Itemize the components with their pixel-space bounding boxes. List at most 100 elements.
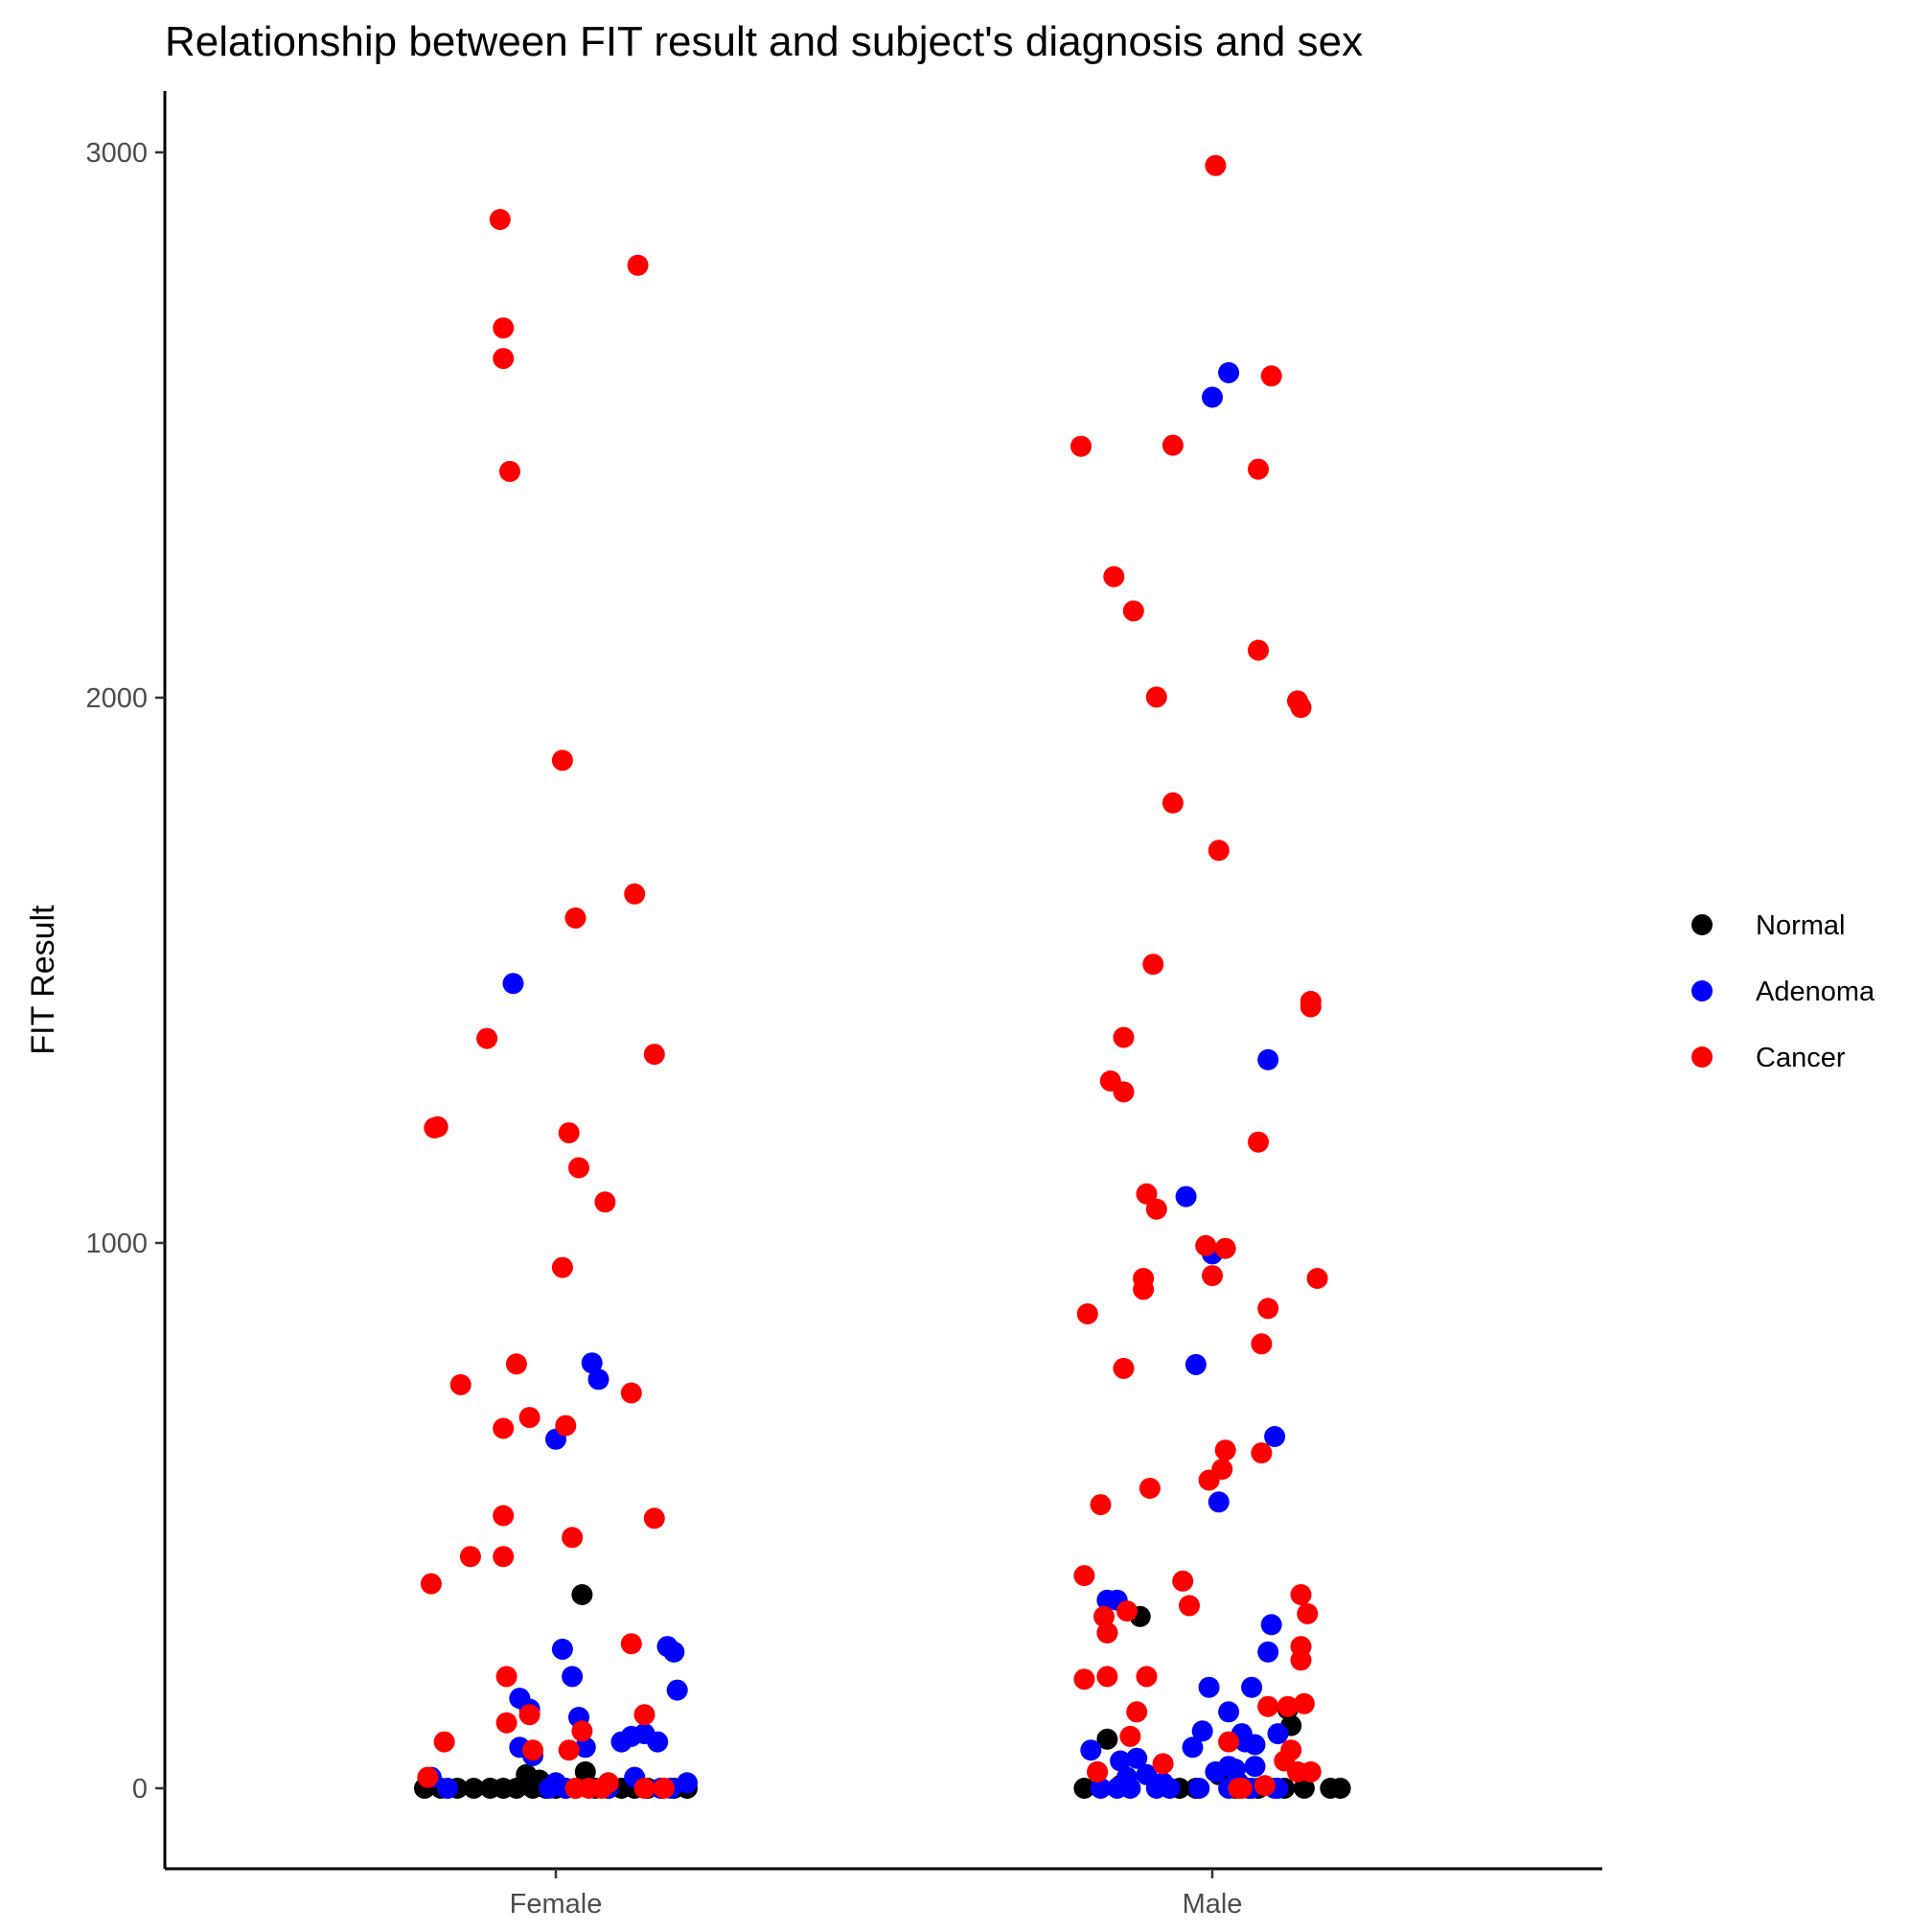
point-cancer-27 bbox=[562, 1527, 584, 1549]
point-adenoma-16 bbox=[587, 1368, 610, 1391]
point-adenoma-70 bbox=[1264, 1426, 1286, 1447]
points-layer bbox=[414, 154, 1351, 1799]
point-cancer-86 bbox=[1248, 1131, 1269, 1153]
point-cancer-79 bbox=[1208, 840, 1230, 862]
point-cancer-82 bbox=[1214, 1439, 1236, 1461]
point-adenoma-22 bbox=[647, 1731, 669, 1753]
point-cancer-94 bbox=[1260, 365, 1282, 387]
point-cancer-50 bbox=[1093, 1605, 1115, 1627]
point-cancer-16 bbox=[499, 460, 520, 482]
point-adenoma-65 bbox=[1244, 1756, 1266, 1778]
point-cancer-71 bbox=[1162, 792, 1184, 814]
point-cancer-20 bbox=[522, 1739, 543, 1761]
y-tick-label-1000: 1000 bbox=[85, 1229, 148, 1259]
point-adenoma-27 bbox=[666, 1679, 688, 1701]
point-cancer-5 bbox=[449, 1373, 472, 1395]
point-cancer-13 bbox=[493, 1417, 515, 1439]
point-adenoma-52 bbox=[1208, 1491, 1230, 1513]
point-cancer-30 bbox=[571, 1720, 593, 1742]
point-adenoma-35 bbox=[1110, 1750, 1132, 1772]
y-tick-label-0: 0 bbox=[132, 1774, 148, 1805]
point-normal-14 bbox=[571, 1584, 593, 1605]
point-adenoma-45 bbox=[1184, 1353, 1207, 1375]
point-cancer-59 bbox=[1119, 1725, 1141, 1747]
point-adenoma-68 bbox=[1260, 1614, 1282, 1636]
point-cancer-85 bbox=[1230, 1778, 1253, 1799]
point-cancer-105 bbox=[1297, 1602, 1319, 1624]
point-adenoma-15 bbox=[581, 1352, 603, 1374]
point-cancer-34 bbox=[591, 1778, 612, 1799]
point-cancer-63 bbox=[1133, 1278, 1155, 1300]
point-cancer-52 bbox=[1096, 1666, 1118, 1688]
point-cancer-74 bbox=[1179, 1595, 1200, 1617]
point-cancer-29 bbox=[568, 1157, 589, 1179]
x-tick-label-female: Female bbox=[510, 1889, 603, 1920]
point-cancer-56 bbox=[1113, 1081, 1135, 1103]
point-cancer-107 bbox=[1300, 996, 1322, 1018]
point-adenoma-46 bbox=[1188, 1778, 1210, 1799]
point-cancer-96 bbox=[1276, 1695, 1299, 1717]
point-cancer-103 bbox=[1290, 1584, 1312, 1605]
point-cancer-67 bbox=[1142, 954, 1164, 976]
point-cancer-0 bbox=[417, 1766, 439, 1788]
point-cancer-48 bbox=[1087, 1760, 1109, 1782]
point-adenoma-49 bbox=[1202, 386, 1223, 408]
point-normal-15 bbox=[574, 1760, 596, 1782]
point-adenoma-12 bbox=[562, 1666, 584, 1688]
point-cancer-68 bbox=[1145, 686, 1167, 708]
legend-key-cancer bbox=[1691, 1046, 1713, 1068]
point-normal-24 bbox=[1073, 1778, 1095, 1799]
point-cancer-70 bbox=[1152, 1753, 1174, 1775]
point-cancer-15 bbox=[495, 1712, 518, 1734]
point-cancer-83 bbox=[1218, 1731, 1240, 1753]
point-cancer-17 bbox=[505, 1353, 527, 1375]
legend-key-adenoma bbox=[1691, 980, 1713, 1001]
point-cancer-39 bbox=[633, 1704, 656, 1726]
point-cancer-69 bbox=[1145, 1198, 1167, 1220]
point-cancer-101 bbox=[1290, 697, 1312, 719]
y-tick-label-2000: 2000 bbox=[85, 683, 148, 714]
axes: 0 1000 2000 3000 Female Male bbox=[85, 91, 1602, 1920]
point-adenoma-48 bbox=[1198, 1676, 1220, 1698]
point-cancer-36 bbox=[620, 1382, 642, 1404]
point-cancer-54 bbox=[1103, 565, 1125, 587]
point-adenoma-42 bbox=[1159, 1778, 1181, 1799]
point-cancer-37 bbox=[624, 883, 646, 905]
point-adenoma-71 bbox=[1267, 1723, 1289, 1745]
point-cancer-3 bbox=[426, 1116, 448, 1138]
point-cancer-23 bbox=[555, 1414, 577, 1437]
x-tick-label-male: Male bbox=[1183, 1889, 1243, 1920]
point-cancer-25 bbox=[558, 1739, 580, 1761]
point-normal-37 bbox=[1293, 1778, 1315, 1799]
point-cancer-109 bbox=[1306, 1268, 1328, 1289]
point-normal-39 bbox=[1329, 1778, 1351, 1799]
point-cancer-80 bbox=[1211, 1459, 1233, 1481]
point-adenoma-66 bbox=[1257, 1048, 1279, 1070]
point-cancer-7 bbox=[476, 1027, 498, 1049]
point-cancer-11 bbox=[493, 1546, 515, 1568]
point-cancer-108 bbox=[1300, 1760, 1322, 1782]
point-cancer-18 bbox=[518, 1407, 540, 1429]
point-cancer-75 bbox=[1195, 1234, 1217, 1256]
point-cancer-89 bbox=[1251, 1333, 1273, 1355]
point-cancer-81 bbox=[1214, 1237, 1236, 1259]
point-cancer-58 bbox=[1116, 1600, 1138, 1622]
point-cancer-21 bbox=[551, 749, 573, 771]
point-cancer-43 bbox=[654, 1778, 675, 1799]
point-cancer-22 bbox=[551, 1256, 573, 1278]
point-cancer-64 bbox=[1136, 1183, 1158, 1205]
point-cancer-6 bbox=[459, 1546, 481, 1568]
point-cancer-93 bbox=[1257, 1695, 1279, 1717]
point-cancer-66 bbox=[1138, 1478, 1161, 1499]
point-cancer-12 bbox=[493, 1505, 515, 1527]
legend-label-adenoma: Adenoma bbox=[1756, 977, 1875, 1007]
point-cancer-102 bbox=[1290, 1649, 1312, 1671]
point-cancer-57 bbox=[1113, 1357, 1135, 1379]
point-cancer-19 bbox=[518, 1704, 540, 1726]
legend-label-cancer: Cancer bbox=[1756, 1043, 1846, 1073]
legend: Normal Adenoma Cancer bbox=[1691, 910, 1875, 1073]
point-adenoma-29 bbox=[1080, 1739, 1102, 1761]
point-cancer-28 bbox=[564, 907, 586, 929]
point-cancer-61 bbox=[1126, 1701, 1148, 1723]
legend-label-normal: Normal bbox=[1756, 910, 1845, 941]
